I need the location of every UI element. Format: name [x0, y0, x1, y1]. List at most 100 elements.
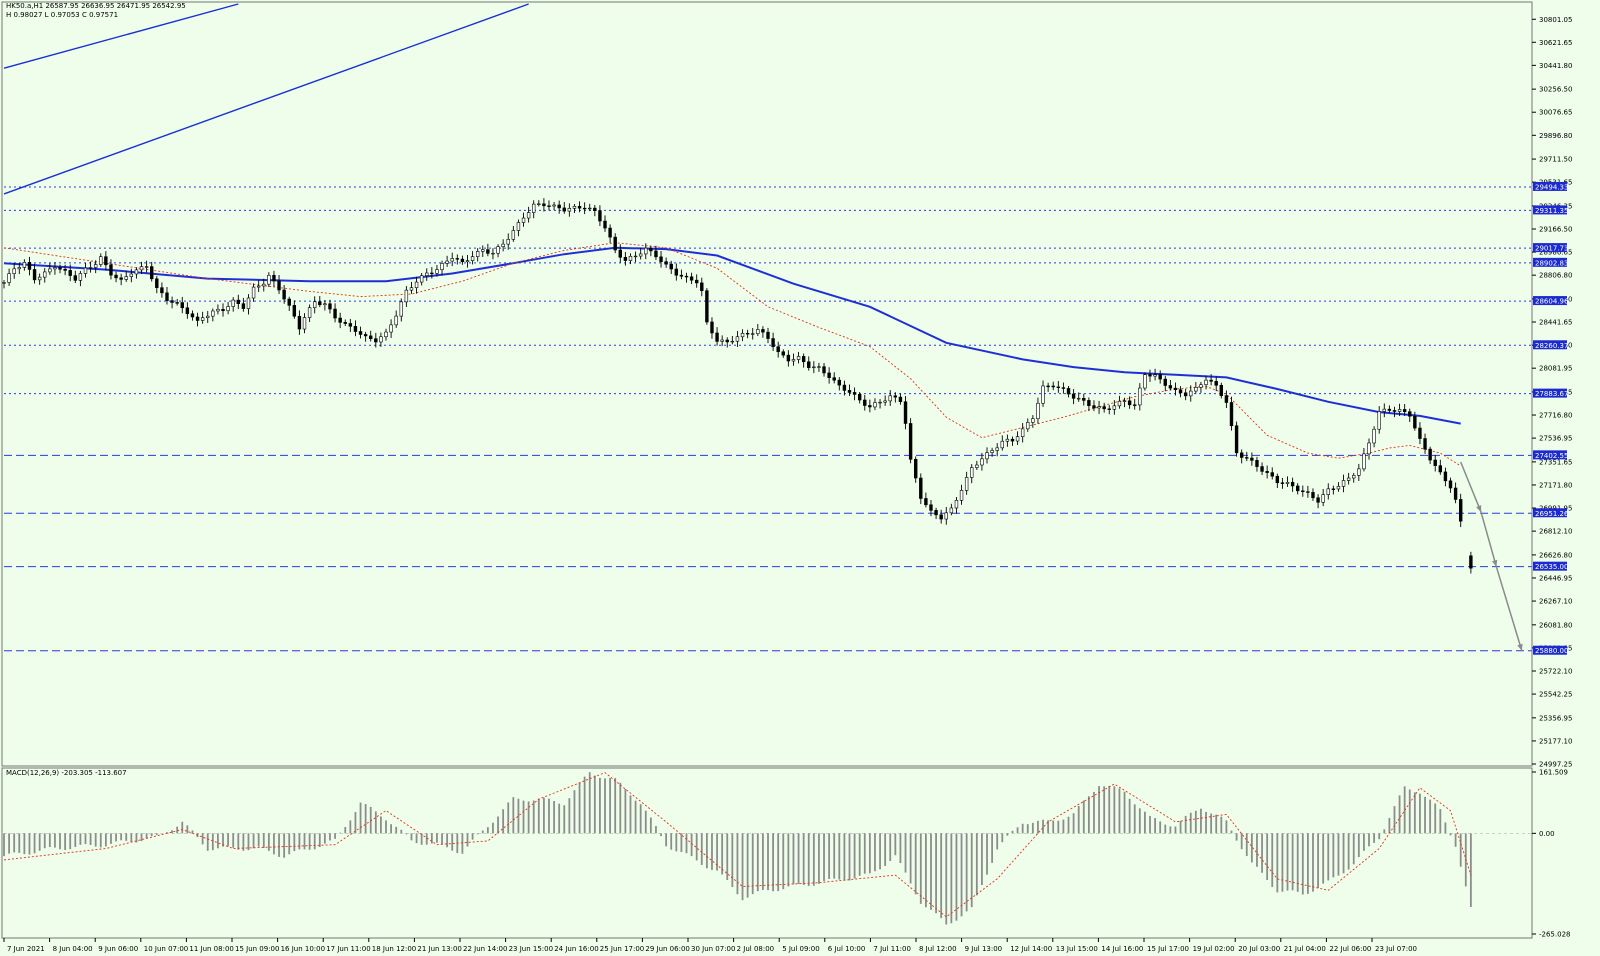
candle-body — [1000, 440, 1004, 449]
candle — [990, 447, 994, 457]
candle — [114, 271, 118, 283]
candle-body — [399, 301, 403, 317]
candle-body — [949, 507, 954, 514]
candle-body — [1076, 397, 1081, 400]
candle — [1204, 375, 1208, 390]
price-tick-label: 29166.50 — [1539, 226, 1572, 234]
candle — [1413, 411, 1417, 431]
candle — [1316, 494, 1320, 509]
candle-body — [1331, 488, 1336, 490]
candle-body — [628, 256, 633, 261]
candle — [1117, 395, 1122, 409]
candle — [358, 326, 363, 339]
price-tick-label: 30801.05 — [1539, 16, 1572, 24]
candle — [832, 372, 836, 384]
candle — [689, 272, 694, 285]
candle-body — [1138, 387, 1142, 406]
price-tick-label: 28081.95 — [1539, 365, 1572, 373]
macd-tick-label: 161.509 — [1539, 769, 1568, 777]
candle-body — [1397, 409, 1402, 412]
candle — [593, 204, 597, 217]
macd-plot-area[interactable] — [3, 772, 1532, 925]
candle-body — [1352, 475, 1356, 479]
candle-body — [491, 252, 495, 255]
candle — [817, 362, 821, 372]
candle-body — [613, 236, 617, 251]
candle — [1357, 463, 1361, 481]
candle-body — [893, 395, 898, 398]
candle — [908, 418, 913, 464]
candle — [1076, 392, 1081, 402]
candle — [1438, 459, 1443, 475]
candle — [532, 200, 536, 219]
candle — [628, 253, 633, 265]
price-tick-label: 25356.95 — [1539, 714, 1572, 722]
candle-body — [552, 204, 556, 207]
candle-body — [114, 274, 118, 279]
candle — [481, 245, 485, 257]
candle-body — [1296, 485, 1300, 492]
time-tick-label: 12 Jul 14:00 — [1010, 945, 1052, 953]
candle — [363, 331, 368, 342]
candle — [1352, 472, 1356, 483]
candle-body — [353, 325, 358, 332]
candle-body — [1112, 405, 1117, 410]
candle — [1051, 381, 1055, 391]
candle-body — [1173, 387, 1178, 391]
projection-arrow — [1459, 461, 1482, 513]
candle-body — [684, 275, 689, 278]
candle — [1423, 433, 1427, 454]
price-tick-label: 25722.10 — [1539, 667, 1572, 675]
candle-body — [1178, 389, 1183, 394]
candle — [638, 248, 643, 260]
candle — [419, 272, 424, 286]
candle — [180, 296, 184, 314]
candle-body — [644, 247, 648, 255]
candle-body — [1250, 457, 1254, 461]
candle — [272, 270, 276, 287]
candle-body — [776, 346, 780, 353]
level-tag-label: 28902.83 — [1535, 259, 1568, 267]
candle — [842, 380, 847, 396]
candle-body — [1387, 408, 1392, 411]
candle-body — [1234, 425, 1239, 454]
candle-body — [1433, 459, 1437, 466]
candle — [195, 312, 200, 327]
candle-body — [526, 212, 531, 219]
candle-body — [817, 366, 821, 368]
candle — [37, 273, 42, 285]
projection-arrow-line — [1495, 566, 1523, 651]
candle — [1234, 421, 1239, 457]
candle — [868, 399, 872, 413]
candle — [32, 263, 37, 284]
time-tick-label: 23 Jul 07:00 — [1375, 945, 1417, 953]
level-tag-label: 28604.96 — [1535, 298, 1569, 306]
candle-body — [720, 339, 724, 342]
candle-body — [674, 268, 679, 276]
candle — [399, 298, 403, 322]
candle-body — [119, 277, 123, 280]
candle — [277, 275, 281, 295]
candle-body — [939, 514, 943, 520]
candle — [460, 255, 465, 265]
candle-body — [1051, 385, 1055, 388]
candle-body — [1082, 397, 1086, 401]
candle-body — [144, 266, 149, 268]
price-tick-label: 30441.80 — [1539, 62, 1572, 70]
candle-body — [73, 275, 78, 281]
candle — [318, 296, 322, 308]
main-plot-area[interactable] — [2, 3, 1532, 652]
candle — [791, 353, 796, 366]
candle-body — [1265, 471, 1269, 473]
candle — [1066, 386, 1071, 398]
level-tag-label: 29311.35 — [1535, 207, 1568, 215]
candle-body — [705, 290, 709, 323]
candle — [211, 308, 215, 322]
time-tick-label: 5 Jul 09:00 — [782, 945, 820, 953]
candle — [1046, 382, 1050, 392]
candle-body — [807, 361, 811, 368]
candle-body — [37, 276, 42, 281]
candle — [1122, 397, 1127, 408]
price-tick-label: 27351.65 — [1539, 458, 1572, 466]
